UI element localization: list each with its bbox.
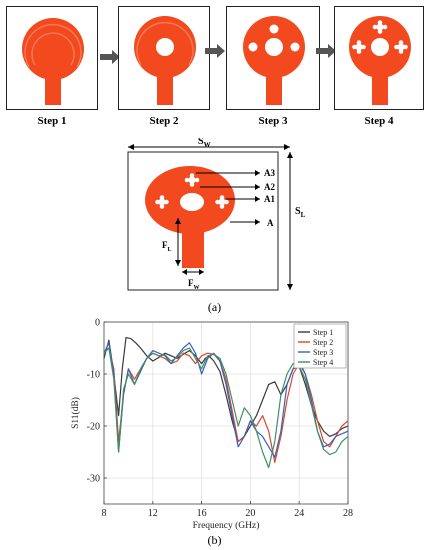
series-line-4	[103, 347, 349, 469]
sw-arrow-left-head	[128, 144, 134, 150]
fl-arrow-top-head	[175, 218, 181, 224]
s11-chart: 8 12 16 20 24 28 0 -10 -20 -30 Frequency (GHz) S11(…	[70, 318, 353, 531]
sl-label: SL	[295, 206, 306, 219]
caption-a: (a)	[207, 300, 222, 314]
a3-pointer-head	[255, 170, 260, 176]
dimension-drawing: SW SL A3 A2 A1 A	[127, 138, 306, 291]
sl-arrow-bottom-head	[287, 284, 293, 290]
step-1-label: Step 1	[37, 115, 67, 127]
detail-feed	[182, 216, 204, 268]
a1-label: A1	[264, 194, 275, 204]
substrate-outline	[127, 151, 279, 291]
detail-left-cross-slot	[155, 195, 169, 209]
sw-arrow-right-head	[284, 144, 290, 150]
plot-frame	[103, 321, 349, 505]
series-line-1	[103, 337, 349, 443]
step-3-top-slot	[269, 24, 279, 34]
step-4-feed	[372, 63, 388, 105]
legend-label-4: Step 4	[313, 358, 333, 367]
y-tick-label: -20	[87, 422, 100, 433]
a2-pointer-head	[255, 184, 260, 190]
step-1-arc-ring-2	[31, 32, 75, 66]
step-4-center-slot	[371, 38, 389, 56]
legend-label-3: Step 3	[313, 348, 333, 357]
step-1-feed	[45, 65, 61, 105]
fl-label: FL	[162, 240, 172, 253]
fw-label: FW	[188, 278, 200, 291]
step-4-left-cross-slot	[352, 40, 366, 54]
step-2-center-slot	[156, 38, 174, 56]
step-4-antenna	[349, 16, 411, 105]
step-1-antenna	[22, 18, 84, 105]
caption-b: (b)	[207, 533, 222, 547]
step-2-label: Step 2	[149, 115, 179, 127]
a1-pointer-head	[255, 196, 260, 202]
sl-arrow-top-head	[287, 152, 293, 158]
arrow-3	[316, 44, 336, 63]
sw-label: SW	[198, 138, 211, 149]
x-axis-label: Frequency (GHz)	[193, 520, 260, 530]
step-4-top-cross-slot	[372, 20, 388, 34]
step-3-right-slot	[290, 42, 300, 52]
fw-arrow-left-head	[182, 269, 187, 275]
x-tick-label: 8	[102, 508, 107, 519]
step-2-arc-ring	[136, 21, 194, 66]
step-3-label: Step 3	[258, 115, 288, 127]
detail-center-slot	[180, 193, 204, 211]
x-tick-label: 24	[294, 508, 304, 519]
detail-right-cross-slot	[215, 195, 229, 209]
arrow-2	[205, 44, 225, 63]
arrow-1	[100, 50, 120, 69]
step-2-feed	[157, 63, 173, 105]
y-tick-label: -10	[87, 370, 100, 381]
a-label: A	[267, 218, 274, 228]
x-tick-label: 16	[197, 508, 207, 519]
step-3-feed	[266, 63, 282, 105]
step-3-antenna	[243, 16, 305, 105]
a2-label: A2	[264, 182, 275, 192]
y-axis-label: S11(dB)	[70, 397, 81, 429]
step-3-left-slot	[248, 42, 258, 52]
step-4-right-cross-slot	[394, 40, 408, 54]
legend-label-2: Step 2	[313, 338, 333, 347]
series-line-3	[103, 342, 349, 458]
step-3-center-slot	[265, 38, 283, 56]
step-1-arc-ring	[24, 23, 82, 68]
step-2-panel	[118, 6, 210, 110]
fl-arrow-bottom-head	[175, 260, 181, 266]
step-4-panel	[334, 6, 424, 110]
a3-label: A3	[264, 168, 275, 178]
step-1-patch	[22, 18, 84, 80]
y-tick-label: 0	[95, 318, 100, 329]
step-3-panel	[226, 6, 320, 110]
a-pointer-head	[255, 219, 260, 225]
step-4-label: Step 4	[364, 115, 394, 127]
step-2-antenna	[134, 16, 196, 105]
fw-arrow-right-head	[199, 269, 204, 275]
x-tick-label: 20	[245, 508, 255, 519]
y-tick-label: -30	[87, 474, 100, 485]
step-1-panel	[6, 6, 98, 110]
x-tick-label: 12	[148, 508, 158, 519]
detail-top-cross-slot	[184, 173, 200, 187]
legend-label-1: Step 1	[313, 328, 333, 337]
x-tick-label: 28	[343, 508, 353, 519]
